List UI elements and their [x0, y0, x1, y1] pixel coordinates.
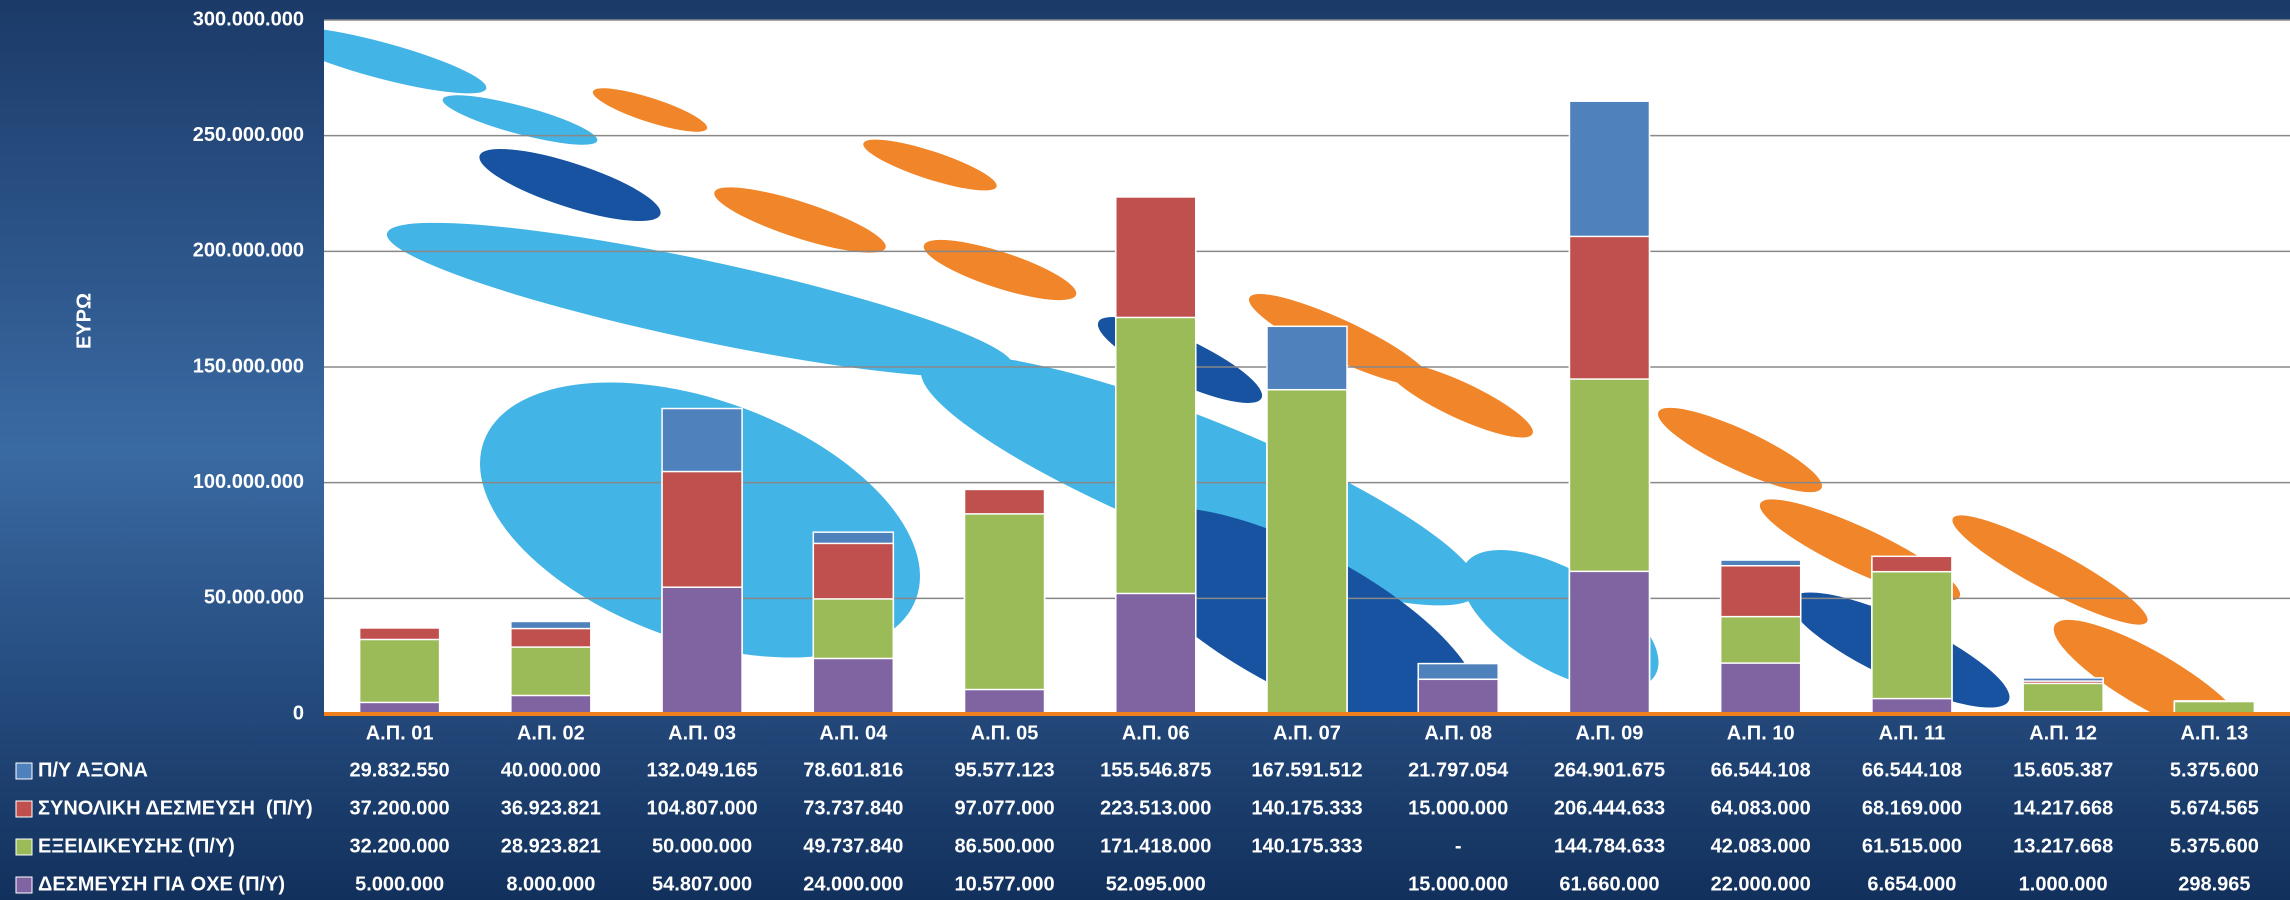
x-tick-label: Α.Π. 02 [517, 722, 585, 744]
table-cell: 50.000.000 [652, 835, 752, 857]
table-cell: 28.923.821 [501, 835, 601, 857]
table-cell: 13.217.668 [2013, 835, 2113, 857]
x-tick-label: Α.Π. 10 [1727, 722, 1795, 744]
table-cell: 171.418.000 [1100, 835, 1211, 857]
y-tick-label: 150.000.000 [193, 355, 304, 377]
table-cell: 5.674.565 [2170, 797, 2259, 819]
bar [965, 514, 1045, 714]
x-tick-label: Α.Π. 13 [2180, 722, 2248, 744]
y-tick-label: 250.000.000 [193, 124, 304, 146]
legend-label: ΔΕΣΜΕΥΣΗ ΓΙΑ ΟΧΕ (Π/Υ) [38, 873, 285, 895]
table-cell: 167.591.512 [1251, 759, 1362, 781]
bar [813, 658, 893, 714]
x-tick-label: Α.Π. 03 [668, 722, 736, 744]
table-cell: 97.077.000 [954, 797, 1054, 819]
table-cell: 61.660.000 [1559, 873, 1659, 895]
y-tick-label: 200.000.000 [193, 240, 304, 262]
y-tick-label: 50.000.000 [204, 587, 304, 609]
table-cell: 15.000.000 [1408, 797, 1508, 819]
table-cell: 5.000.000 [355, 873, 444, 895]
x-tick-label: Α.Π. 12 [2029, 722, 2097, 744]
x-tick-label: Α.Π. 05 [971, 722, 1039, 744]
table-cell: 223.513.000 [1100, 797, 1211, 819]
table-cell: 298.965 [2178, 873, 2250, 895]
bar [1116, 593, 1196, 714]
bar [1721, 663, 1801, 714]
table-cell: 66.544.108 [1862, 759, 1962, 781]
bar [1418, 679, 1498, 714]
legend-label: Π/Υ ΑΞΟΝΑ [38, 759, 148, 781]
page: ΕΥΡΩ 0 50.000.000 100.000.000 150.000.000 20… [0, 0, 2290, 900]
table-cell: 140.175.333 [1251, 835, 1362, 857]
bar [1872, 572, 1952, 714]
x-tick-label: Α.Π. 07 [1273, 722, 1341, 744]
x-tick-label: Α.Π. 11 [1879, 722, 1946, 744]
bar [511, 695, 591, 714]
y-tick-label: 100.000.000 [193, 471, 304, 493]
table-cell: 104.807.000 [646, 797, 757, 819]
bar [1569, 571, 1649, 714]
table-cell: 21.797.054 [1408, 759, 1509, 781]
table-cell: 5.375.600 [2170, 835, 2259, 857]
table-cell: 140.175.333 [1251, 797, 1362, 819]
table-cell: 1.000.000 [2019, 873, 2108, 895]
table-cell: 6.654.000 [1867, 873, 1956, 895]
table-cell: 42.083.000 [1711, 835, 1811, 857]
x-tick-label: Α.Π. 01 [366, 722, 434, 744]
table-cell: 132.049.165 [646, 759, 757, 781]
table-cell: 86.500.000 [954, 835, 1054, 857]
table-cell: 14.217.668 [2013, 797, 2113, 819]
table-cell: 78.601.816 [803, 759, 903, 781]
y-tick-label: 0 [293, 702, 304, 724]
table-cell: 49.737.840 [803, 835, 903, 857]
table-cell: 15.605.387 [2013, 759, 2113, 781]
table-cell: 144.784.633 [1554, 835, 1665, 857]
bar [965, 690, 1045, 714]
table-cell: 206.444.633 [1554, 797, 1665, 819]
table-cell: 264.901.675 [1554, 759, 1665, 781]
chart: ΕΥΡΩ 0 50.000.000 100.000.000 150.000.000 20… [0, 0, 2290, 900]
y-tick-label: 300.000.000 [193, 8, 304, 30]
x-tick-label: Α.Π. 08 [1424, 722, 1492, 744]
table-cell: 8.000.000 [506, 873, 595, 895]
bar [1267, 390, 1347, 714]
legend-swatch [16, 801, 32, 817]
legend-swatch [16, 839, 32, 855]
table-cell: 64.083.000 [1711, 797, 1811, 819]
bar [1872, 699, 1952, 714]
table-cell: 5.375.600 [2170, 759, 2259, 781]
bar [2023, 683, 2103, 714]
table-cell: 40.000.000 [501, 759, 601, 781]
table-cell: 68.169.000 [1862, 797, 1962, 819]
table-cell: 73.737.840 [803, 797, 903, 819]
table-cell: 95.577.123 [954, 759, 1054, 781]
legend-swatch [16, 763, 32, 779]
table-cell: 66.544.108 [1711, 759, 1811, 781]
table-cell: 52.095.000 [1106, 873, 1206, 895]
x-tick-label: Α.Π. 04 [819, 722, 888, 744]
legend-label: ΕΞΕΙΔΙΚΕΥΣΗΣ (Π/Υ) [38, 835, 235, 857]
table-cell: 61.515.000 [1862, 835, 1962, 857]
legend-label: ΣΥΝΟΛΙΚΗ ΔΕΣΜΕΥΣΗ (Π/Υ) [38, 797, 313, 819]
table-cell: 10.577.000 [954, 873, 1054, 895]
bar [662, 587, 742, 714]
table-cell: 29.832.550 [350, 759, 450, 781]
table-cell: - [1455, 835, 1462, 857]
y-axis-label: ΕΥΡΩ [73, 293, 95, 349]
legend-swatch [16, 877, 32, 893]
table-cell: 24.000.000 [803, 873, 903, 895]
x-tick-label: Α.Π. 09 [1576, 722, 1644, 744]
table-cell: 37.200.000 [350, 797, 450, 819]
table-cell: 22.000.000 [1711, 873, 1811, 895]
table-cell: 32.200.000 [350, 835, 450, 857]
table-cell: 155.546.875 [1100, 759, 1211, 781]
table-cell: 54.807.000 [652, 873, 752, 895]
table-cell: 36.923.821 [501, 797, 601, 819]
x-tick-label: Α.Π. 06 [1122, 722, 1190, 744]
table-cell: 15.000.000 [1408, 873, 1508, 895]
